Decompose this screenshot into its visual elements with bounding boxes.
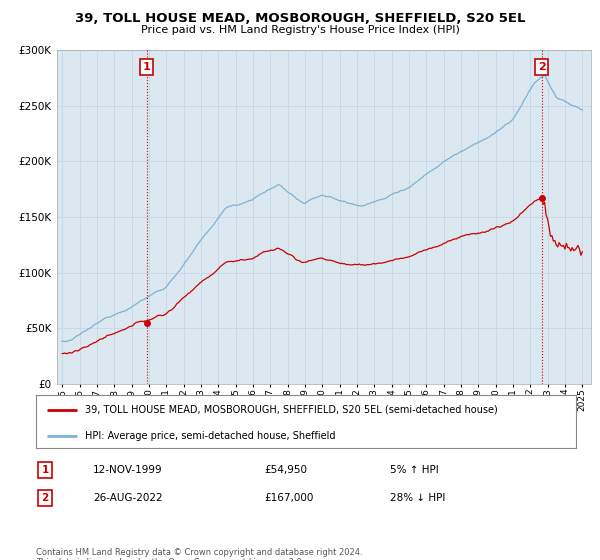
Text: £167,000: £167,000 [264, 493, 313, 503]
Text: 2: 2 [538, 62, 545, 72]
Text: 39, TOLL HOUSE MEAD, MOSBOROUGH, SHEFFIELD, S20 5EL: 39, TOLL HOUSE MEAD, MOSBOROUGH, SHEFFIE… [75, 12, 525, 25]
Text: Contains HM Land Registry data © Crown copyright and database right 2024.
This d: Contains HM Land Registry data © Crown c… [36, 548, 362, 560]
Text: 26-AUG-2022: 26-AUG-2022 [93, 493, 163, 503]
Text: 12-NOV-1999: 12-NOV-1999 [93, 465, 163, 475]
Text: Price paid vs. HM Land Registry's House Price Index (HPI): Price paid vs. HM Land Registry's House … [140, 25, 460, 35]
Text: 2: 2 [41, 493, 49, 503]
Text: 28% ↓ HPI: 28% ↓ HPI [390, 493, 445, 503]
Text: 1: 1 [41, 465, 49, 475]
Text: 1: 1 [143, 62, 151, 72]
Text: 5% ↑ HPI: 5% ↑ HPI [390, 465, 439, 475]
Text: £54,950: £54,950 [264, 465, 307, 475]
Text: 39, TOLL HOUSE MEAD, MOSBOROUGH, SHEFFIELD, S20 5EL (semi-detached house): 39, TOLL HOUSE MEAD, MOSBOROUGH, SHEFFIE… [85, 405, 497, 415]
Text: HPI: Average price, semi-detached house, Sheffield: HPI: Average price, semi-detached house,… [85, 431, 335, 441]
